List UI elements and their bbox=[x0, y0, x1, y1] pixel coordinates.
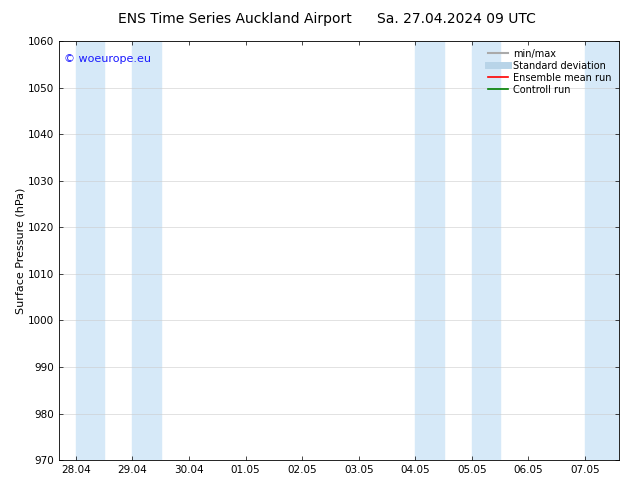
Bar bbox=[415, 41, 444, 460]
Text: Sa. 27.04.2024 09 UTC: Sa. 27.04.2024 09 UTC bbox=[377, 12, 536, 26]
Bar bbox=[585, 41, 619, 460]
Text: © woeurope.eu: © woeurope.eu bbox=[65, 53, 152, 64]
Bar bbox=[133, 41, 161, 460]
Y-axis label: Surface Pressure (hPa): Surface Pressure (hPa) bbox=[15, 187, 25, 314]
Text: ENS Time Series Auckland Airport: ENS Time Series Auckland Airport bbox=[118, 12, 351, 26]
Bar bbox=[472, 41, 500, 460]
Bar bbox=[76, 41, 104, 460]
Legend: min/max, Standard deviation, Ensemble mean run, Controll run: min/max, Standard deviation, Ensemble me… bbox=[486, 46, 614, 98]
